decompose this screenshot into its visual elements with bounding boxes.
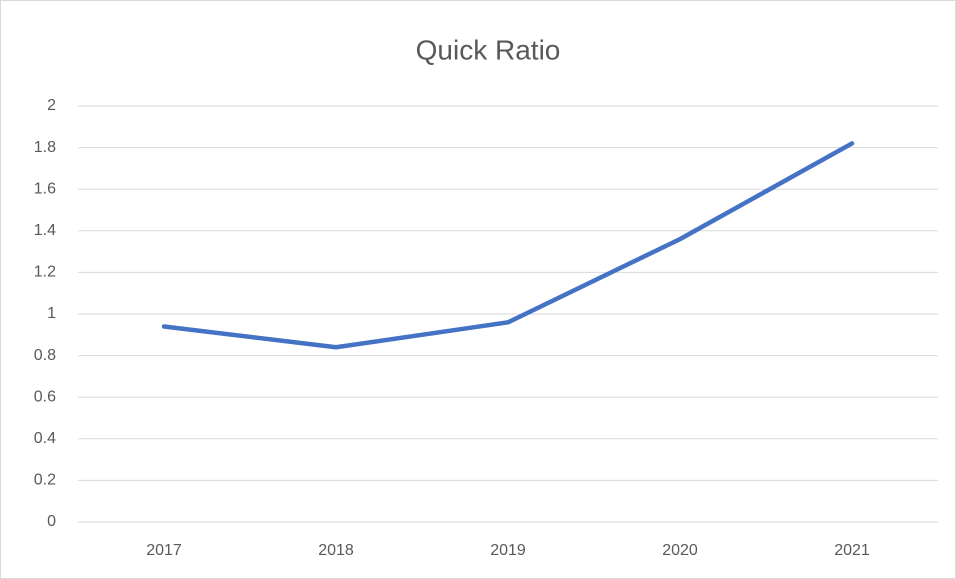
- chart-title: Quick Ratio: [416, 34, 561, 65]
- y-tick-label: 1.6: [34, 180, 56, 197]
- x-tick-label: 2018: [318, 542, 354, 559]
- y-tick-label: 1: [47, 305, 56, 322]
- y-tick-label: 1.2: [34, 264, 56, 281]
- x-tick-label: 2020: [662, 542, 698, 559]
- y-tick-label: 1.8: [34, 139, 56, 156]
- x-tick-label: 2019: [490, 542, 526, 559]
- x-tick-label: 2021: [834, 542, 870, 559]
- y-tick-label: 0.6: [34, 388, 56, 405]
- data-line: [161, 141, 855, 350]
- y-tick-label: 2: [47, 97, 56, 114]
- y-tick-label: 1.4: [34, 222, 56, 239]
- y-tick-label: 0: [47, 513, 56, 530]
- y-tick-label: 0.8: [34, 347, 56, 364]
- y-tick-label: 0.2: [34, 472, 56, 489]
- x-tick-label: 2017: [146, 542, 182, 559]
- y-tick-label: 0.4: [34, 430, 56, 447]
